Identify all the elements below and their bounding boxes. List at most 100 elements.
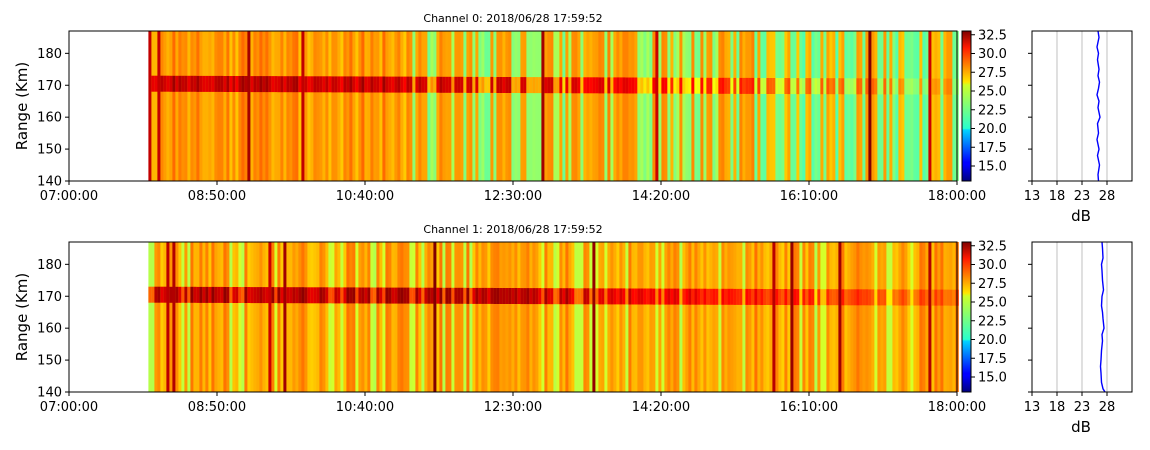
heatmap-echo-layer [535,77,539,94]
heatmap-column [370,31,374,181]
heatmap-echo-layer [538,77,542,94]
heatmap-echo-layer [859,289,863,306]
heatmap-echo-layer [400,287,404,304]
heatmap-column [826,31,830,181]
heatmap-column [247,31,251,181]
heatmap-echo-layer [547,288,551,305]
heatmap-column [703,31,707,181]
heatmap-column [154,31,158,181]
heatmap-echo-layer [499,288,503,304]
heatmap-echo-layer [256,76,260,93]
heatmap-echo-layer [787,78,791,95]
heatmap-echo-layer [202,286,206,303]
heatmap-echo-layer [898,289,902,306]
heatmap-echo-layer [571,288,575,305]
heatmap-echo-layer [709,288,713,305]
heatmap-column [439,31,443,181]
heatmap-column [394,242,398,392]
heatmap-column [727,242,731,392]
heatmap-column [847,242,851,392]
heatmap-column [538,242,542,392]
colorbar-tick-label: 20.0 [978,122,1007,137]
heatmap-echo-layer [256,287,260,304]
x-tick-label: 16:10:00 [780,189,838,204]
heatmap-echo-layer [730,288,734,305]
heatmap-column [625,242,629,392]
heatmap-echo-layer [496,288,500,304]
heatmap-column [238,242,242,392]
heatmap-column [862,242,866,392]
profile-x-tick-label: 23 [1074,189,1091,204]
heatmap-echo-layer [502,77,506,93]
heatmap-column [775,242,779,392]
heatmap-echo-layer [343,287,347,304]
heatmap-column [331,242,335,392]
heatmap-column [535,31,539,181]
heatmap-column [835,31,839,181]
heatmap-echo-layer [385,76,389,93]
heatmap-echo-layer [298,287,302,304]
heatmap-echo-layer [565,288,569,305]
heatmap-echo-layer [409,76,413,93]
heatmap-column [631,242,635,392]
heatmap-column [640,242,644,392]
heatmap-echo-layer [562,288,566,305]
heatmap-column [556,31,560,181]
heatmap-echo-layer [406,287,410,304]
heatmap-echo-layer [853,289,857,306]
heatmap-echo-layer [574,77,578,94]
heatmap-column [922,242,926,392]
heatmap-column [199,242,203,392]
heatmap-echo-layer [859,78,863,95]
heatmap-column [796,31,800,181]
heatmap-echo-layer [259,76,263,93]
heatmap-echo-layer [451,76,455,93]
y-tick-label: 140 [37,175,62,190]
heatmap-column [211,242,215,392]
heatmap-echo-layer [802,289,806,306]
heatmap-column [523,242,527,392]
heatmap-echo-layer [397,287,401,304]
heatmap-echo-layer [673,288,677,305]
heatmap-echo-layer [943,78,947,95]
heatmap-echo-layer [196,286,200,303]
heatmap-column [460,31,464,181]
heatmap-column [949,242,953,392]
heatmap-column [697,242,701,392]
heatmap-echo-layer [517,288,521,304]
heatmap-echo-layer [751,288,755,305]
heatmap-column [496,242,500,392]
heatmap-column [904,242,908,392]
heatmap-echo-layer [307,76,311,93]
heatmap-column [412,31,416,181]
heatmap-echo-layer [313,287,317,304]
heatmap-column [286,242,290,392]
heatmap-column [556,242,560,392]
heatmap-echo-layer [472,76,476,93]
heatmap-column [478,242,482,392]
heatmap-echo-layer [352,76,356,93]
heatmap-column [688,31,692,181]
heatmap-column [241,242,245,392]
heatmap-column [781,31,785,181]
heatmap-echo-layer [334,76,338,93]
heatmap-column [148,31,152,181]
heatmap-column [664,242,668,392]
heatmap-echo-layer [946,289,950,306]
heatmap-column [253,31,257,181]
heatmap-echo-layer [424,76,428,93]
heatmap-column [502,242,506,392]
heatmap-column [364,242,368,392]
heatmap-column [586,31,590,181]
heatmap-echo-layer [913,289,917,306]
heatmap-column [796,242,800,392]
heatmap-column [358,242,362,392]
heatmap-column [397,31,401,181]
heatmap-echo-layer [673,77,677,94]
heatmap-column [214,31,218,181]
heatmap-echo-layer [343,76,347,93]
heatmap-column [946,31,950,181]
heatmap-column [220,31,224,181]
heatmap-column [769,31,773,181]
heatmap-column [607,242,611,392]
